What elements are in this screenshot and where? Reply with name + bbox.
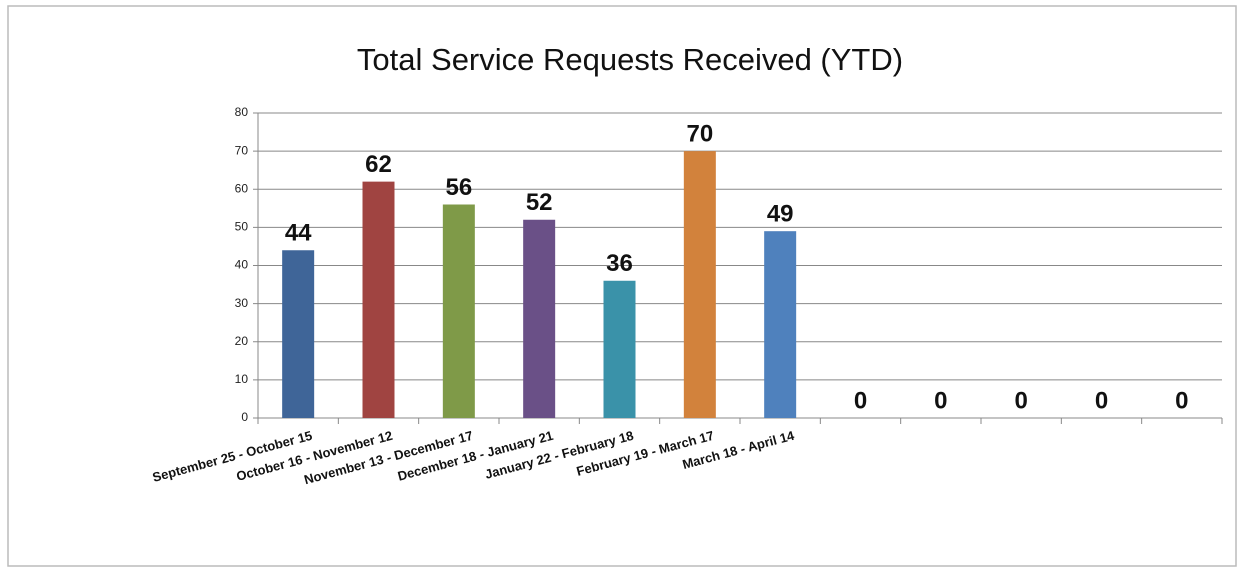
y-tick-label: 60	[235, 181, 249, 195]
value-label: 49	[767, 201, 794, 228]
y-tick-label: 40	[235, 258, 249, 272]
y-tick-label: 20	[235, 334, 249, 348]
bar	[282, 250, 315, 418]
chart-frame	[7, 5, 1237, 567]
bar	[523, 219, 556, 418]
value-label: 56	[445, 174, 472, 201]
value-label: 0	[1014, 387, 1027, 414]
value-label: 36	[606, 250, 633, 277]
bar	[683, 151, 716, 418]
value-label: 52	[526, 189, 553, 216]
y-tick-label: 10	[235, 372, 249, 386]
value-label: 70	[686, 120, 713, 147]
value-label: 0	[1095, 387, 1108, 414]
value-label: 62	[365, 151, 392, 178]
value-label: 0	[934, 387, 947, 414]
y-tick-label: 0	[241, 410, 248, 424]
y-tick-label: 30	[235, 296, 249, 310]
bar	[362, 181, 395, 418]
value-label: 44	[285, 220, 312, 247]
y-tick-label: 70	[235, 143, 249, 157]
value-label: 0	[1175, 387, 1188, 414]
chart-title: Total Service Requests Received (YTD)	[357, 42, 903, 77]
bar	[764, 231, 797, 418]
bar	[603, 280, 636, 418]
y-tick-label: 80	[235, 105, 249, 119]
bar	[442, 204, 475, 418]
y-tick-label: 50	[235, 220, 249, 234]
value-label: 0	[854, 387, 867, 414]
